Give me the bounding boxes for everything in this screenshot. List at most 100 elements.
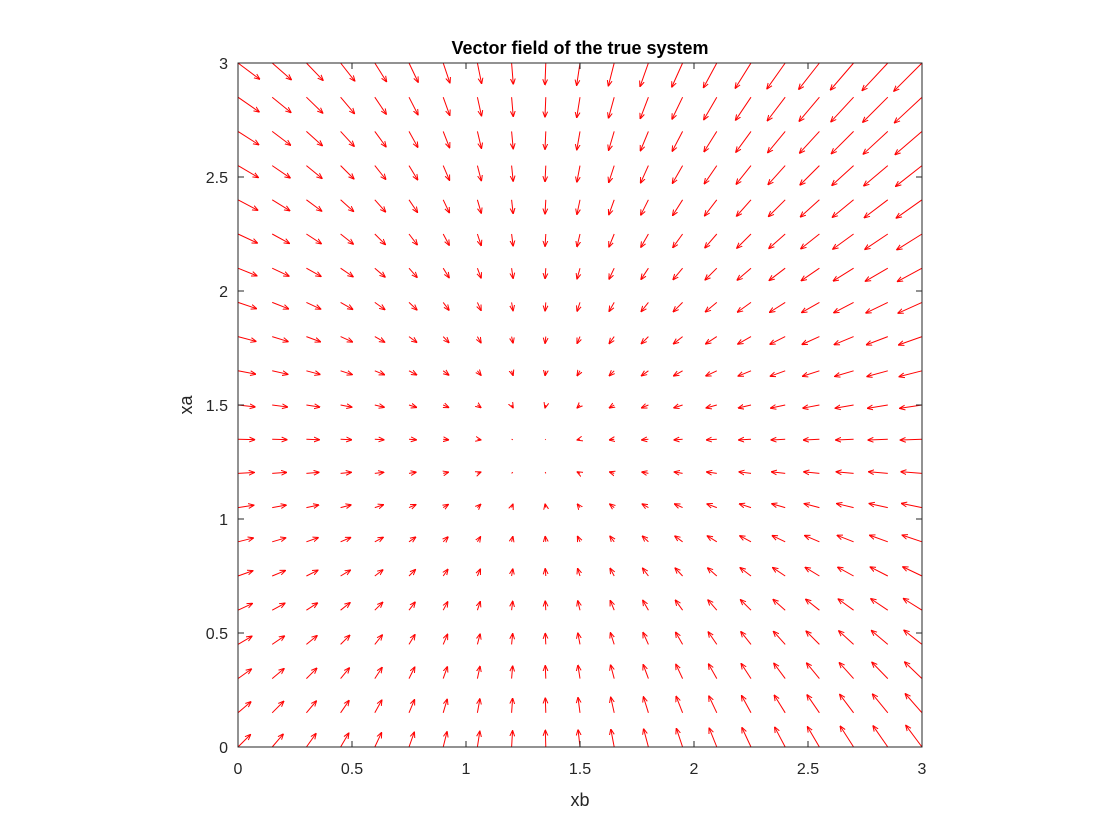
- vector-arrow: [740, 568, 752, 577]
- vector-arrow: [641, 199, 649, 215]
- vector-arrow: [271, 199, 289, 211]
- vector-arrow: [306, 371, 319, 375]
- vector-arrow: [306, 472, 318, 473]
- vector-arrow: [832, 131, 854, 153]
- x-tick-label: 1: [462, 761, 471, 778]
- vector-arrow: [408, 199, 417, 212]
- vector-arrow: [408, 667, 415, 679]
- vector-arrow: [545, 601, 546, 611]
- vector-arrow: [901, 439, 923, 440]
- vector-arrow: [408, 336, 416, 343]
- vector-arrow: [610, 601, 614, 611]
- vector-arrow: [306, 233, 321, 244]
- vector-arrow: [673, 267, 683, 279]
- vector-arrow: [675, 472, 683, 473]
- vector-arrow: [643, 569, 649, 577]
- vector-arrow: [803, 370, 820, 376]
- vector-arrow: [904, 630, 923, 645]
- y-axis-ticks: 0 0.5 1 1.5 2 2.5 3: [206, 56, 922, 757]
- vector-arrow: [272, 538, 285, 543]
- vector-arrow: [374, 668, 382, 679]
- vector-arrow: [898, 301, 923, 313]
- vector-arrow: [706, 302, 718, 311]
- vector-arrow: [741, 600, 752, 611]
- vector-arrow: [805, 536, 820, 543]
- vector-arrow: [864, 165, 889, 186]
- vector-arrow: [768, 165, 786, 185]
- vector-arrow: [642, 472, 649, 473]
- vector-arrow: [609, 97, 615, 117]
- vector-arrow: [477, 634, 480, 645]
- vector-arrow: [768, 131, 786, 152]
- vector-arrow: [737, 267, 752, 280]
- vector-arrow: [272, 505, 286, 507]
- vector-arrow: [742, 696, 752, 714]
- vector-arrow: [644, 729, 649, 748]
- vector-arrow: [340, 336, 353, 342]
- vector-arrow: [545, 97, 546, 116]
- vector-arrow: [578, 504, 580, 507]
- vector-arrow: [904, 599, 923, 611]
- vector-arrow: [545, 131, 546, 149]
- x-tick-label: 1.5: [569, 761, 591, 778]
- vector-arrow: [739, 405, 752, 408]
- vector-arrow: [896, 165, 923, 186]
- vector-arrow: [742, 728, 752, 748]
- vector-arrow: [643, 601, 649, 611]
- vector-arrow: [897, 199, 923, 218]
- vector-arrow: [870, 504, 888, 509]
- vector-arrow: [442, 131, 449, 147]
- vector-arrow: [511, 471, 514, 474]
- vector-arrow: [872, 631, 889, 645]
- vector-arrow: [577, 97, 581, 117]
- vector-arrow: [512, 97, 514, 116]
- vector-arrow: [340, 165, 354, 179]
- vector-arrow: [512, 336, 513, 343]
- vector-arrow: [512, 537, 513, 542]
- vector-arrow: [837, 504, 854, 509]
- vector-arrow: [306, 62, 322, 80]
- vector-arrow: [512, 602, 513, 611]
- vector-arrow: [706, 370, 718, 376]
- vector-arrow: [408, 302, 417, 309]
- vector-arrow: [577, 302, 580, 310]
- vector-arrow: [709, 728, 718, 748]
- vector-arrow: [807, 663, 820, 679]
- vector-arrow: [800, 165, 820, 185]
- vector-arrow: [704, 96, 718, 119]
- vector-arrow: [801, 199, 820, 217]
- vector-arrow: [902, 504, 923, 509]
- vector-arrow: [442, 199, 449, 213]
- vector-arrow: [802, 336, 820, 345]
- vector-arrow: [577, 439, 580, 440]
- x-axis-label: xb: [570, 790, 589, 810]
- vector-arrow: [738, 336, 752, 344]
- vector-arrow: [641, 302, 649, 311]
- vector-arrow: [374, 165, 386, 179]
- vector-arrow: [408, 700, 414, 713]
- vector-arrow: [442, 165, 449, 180]
- vector-arrow: [340, 199, 354, 211]
- vector-arrow: [676, 697, 684, 713]
- vector-arrow: [872, 663, 889, 679]
- vector-arrow: [841, 727, 855, 748]
- vector-arrow: [609, 199, 615, 215]
- vector-arrow: [642, 405, 649, 408]
- vector-arrow: [408, 602, 415, 611]
- vector-arrow: [577, 131, 580, 149]
- vector-arrow: [609, 336, 615, 344]
- vector-arrow: [477, 570, 480, 577]
- vector-arrow: [237, 301, 256, 308]
- vector-arrow: [237, 336, 256, 342]
- vector-arrow: [374, 603, 383, 611]
- vector-arrow: [511, 438, 514, 441]
- vector-arrow: [272, 405, 287, 407]
- vector-arrow: [802, 267, 820, 280]
- vector-arrow: [340, 233, 353, 244]
- vector-arrow: [870, 535, 888, 543]
- vector-arrow: [897, 233, 923, 250]
- vector-arrow: [641, 267, 649, 279]
- chart-title: Vector field of the true system: [451, 38, 708, 58]
- vector-arrow: [773, 568, 786, 577]
- vector-arrow: [578, 698, 580, 713]
